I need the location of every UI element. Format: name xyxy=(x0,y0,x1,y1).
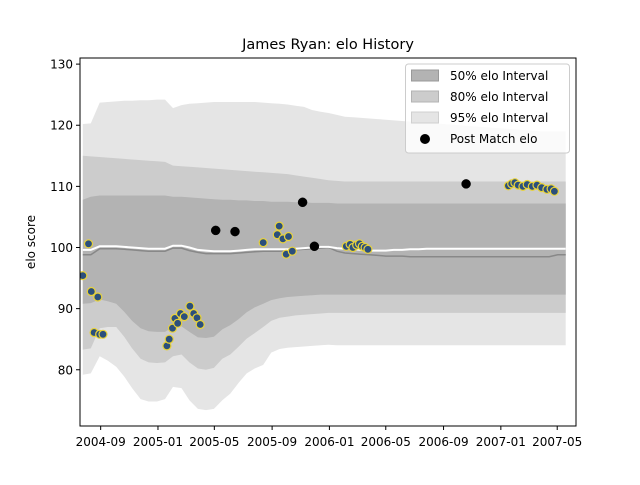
band-50-interval xyxy=(82,195,566,338)
post-match-elo-point xyxy=(461,179,471,189)
post-match-elo-point xyxy=(230,226,240,237)
y-tick-label: 100 xyxy=(50,241,73,255)
post-match-elo-point xyxy=(210,225,221,236)
legend-marker-post-match xyxy=(420,134,430,144)
post-match-elo-point xyxy=(179,312,189,322)
legend-label-80: 80% elo Interval xyxy=(450,90,548,104)
y-tick-label: 110 xyxy=(50,180,73,194)
plot-content xyxy=(80,99,566,411)
x-tick-label: 2005-01 xyxy=(133,435,183,449)
post-match-elo-point xyxy=(287,246,297,256)
legend-label-50: 50% elo Interval xyxy=(450,69,548,83)
x-tick-label: 2007-05 xyxy=(532,435,582,449)
x-tick-label: 2004-09 xyxy=(76,435,126,449)
x-tick-label: 2005-09 xyxy=(247,435,297,449)
y-tick-label: 90 xyxy=(58,302,73,316)
post-match-elo-point xyxy=(258,238,268,248)
legend-box xyxy=(405,63,570,154)
post-match-elo-point xyxy=(164,334,174,344)
post-match-elo-point xyxy=(297,197,308,208)
legend: 50% elo Interval 80% elo Interval 95% el… xyxy=(405,63,570,154)
x-tick-label: 2006-01 xyxy=(304,435,354,449)
y-tick-label: 120 xyxy=(50,119,73,133)
legend-label-95: 95% elo Interval xyxy=(450,111,548,125)
legend-label-post-match: Post Match elo xyxy=(450,132,537,146)
post-match-elo-point xyxy=(86,286,96,297)
post-match-elo-point xyxy=(283,231,294,242)
x-tick-label: 2006-05 xyxy=(361,435,411,449)
y-tick-label: 130 xyxy=(50,58,73,72)
post-match-elo-point xyxy=(549,186,560,196)
post-match-elo-point xyxy=(98,329,108,339)
x-tick-label: 2007-01 xyxy=(476,435,526,449)
axes-frame xyxy=(79,57,577,427)
post-match-elo-point xyxy=(80,271,88,281)
y-axis: 80 90 100 110 120 130 xyxy=(50,58,80,377)
plot-area xyxy=(80,99,566,411)
post-match-elo-point xyxy=(185,301,195,311)
y-axis-label: elo score xyxy=(24,215,38,269)
y-tick-label: 80 xyxy=(58,363,73,377)
x-tick-label: 2005-05 xyxy=(189,435,239,449)
post-match-elo-point xyxy=(274,221,284,231)
x-tick-label: 2006-09 xyxy=(418,435,468,449)
post-match-elo-point xyxy=(309,241,320,252)
legend-swatch-80 xyxy=(411,90,439,103)
post-match-elo-point xyxy=(195,319,205,330)
post-match-elo-point xyxy=(173,318,183,328)
legend-swatch-95 xyxy=(411,111,439,124)
post-match-elo-point xyxy=(363,244,373,254)
x-axis: 2004-09 2005-01 2005-05 2005-09 2006-01 2006-… xyxy=(76,426,582,449)
legend-swatch-50 xyxy=(411,69,439,82)
mean-elo-line xyxy=(82,244,566,253)
post-match-elo-point xyxy=(83,239,94,249)
chart-title: James Ryan: elo History xyxy=(241,37,414,53)
post-match-elo-point xyxy=(93,292,103,302)
